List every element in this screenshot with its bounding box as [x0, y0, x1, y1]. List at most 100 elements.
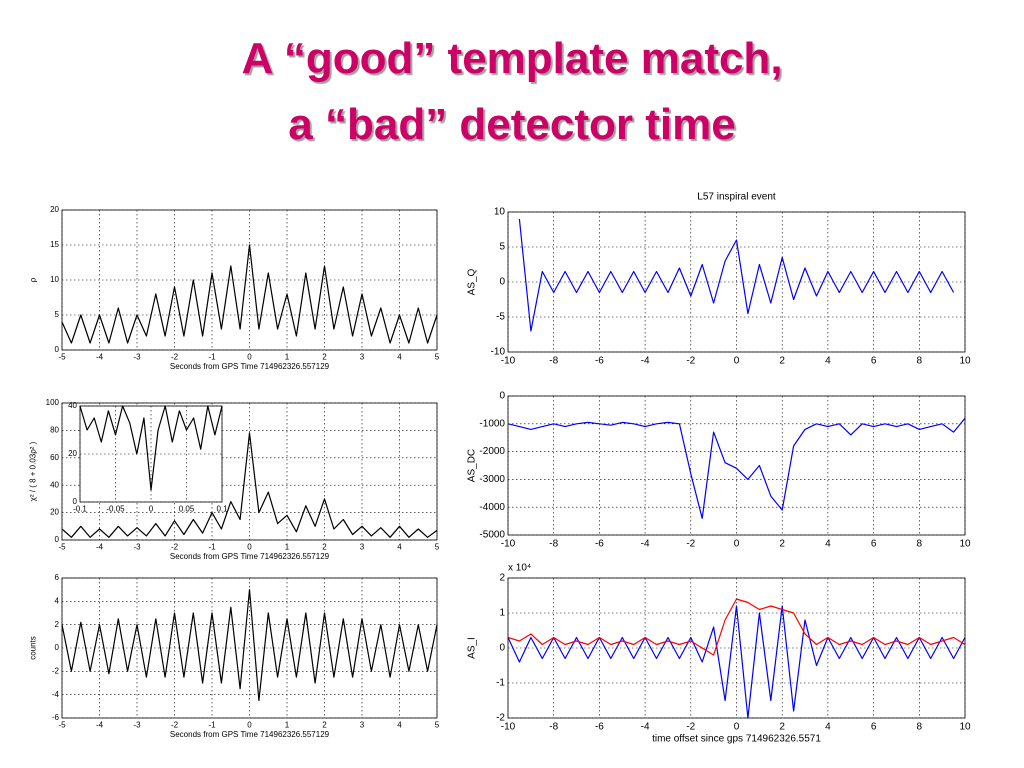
- x-tick-label: 3: [360, 542, 365, 551]
- series-line: [61, 244, 438, 344]
- y-multiplier: x 10⁴: [508, 563, 531, 574]
- x-tick-label: 0: [734, 356, 740, 367]
- y-tick-label: -4000: [479, 502, 505, 513]
- x-tick-label: -3: [133, 352, 141, 361]
- y-tick-label: -5000: [479, 530, 505, 541]
- x-tick-label: 5: [435, 352, 440, 361]
- y-tick-label: 40: [50, 480, 59, 489]
- series-line: [507, 598, 966, 656]
- x-tick-label: 8: [917, 539, 923, 550]
- axes-frame: [61, 209, 438, 351]
- x-tick-label: -2: [171, 542, 179, 551]
- y-axis-label: AS_Q: [467, 268, 478, 295]
- x-tick-label: -1: [208, 352, 216, 361]
- y-tick-label: 5: [55, 310, 60, 319]
- y-tick-label: 10: [494, 207, 506, 218]
- x-tick-label: -4: [641, 722, 650, 733]
- y-tick-label: 60: [50, 453, 59, 462]
- x-tick-label: -0.05: [106, 504, 125, 513]
- y-tick-label: 0: [499, 277, 505, 288]
- x-tick-label: 10: [959, 722, 971, 733]
- y-tick-label: 4: [55, 596, 60, 605]
- x-tick-label: 1: [285, 720, 290, 729]
- y-tick-label: 0: [73, 497, 78, 506]
- x-tick-label: -4: [641, 356, 650, 367]
- chart-title: L57 inspiral event: [697, 192, 776, 203]
- x-tick-label: -3: [133, 542, 141, 551]
- y-tick-label: 15: [50, 240, 59, 249]
- y-axis-label: ρ: [28, 277, 37, 282]
- x-axis-label: Seconds from GPS Time 714962326.557129: [170, 730, 330, 739]
- x-tick-label: -2: [171, 352, 179, 361]
- x-tick-label: -5: [58, 352, 66, 361]
- x-tick-label: -5: [58, 720, 66, 729]
- x-tick-label: 2: [779, 539, 785, 550]
- x-tick-label: 0: [734, 539, 740, 550]
- axes-frame: [61, 577, 438, 719]
- y-tick-label: 40: [68, 401, 77, 410]
- axes-frame: [507, 211, 966, 353]
- x-tick-label: -2: [686, 356, 695, 367]
- x-tick-label: -4: [96, 352, 104, 361]
- x-tick-label: 2: [779, 356, 785, 367]
- y-tick-label: 20: [68, 449, 77, 458]
- x-tick-label: 2: [779, 722, 785, 733]
- x-tick-label: -2: [686, 539, 695, 550]
- x-tick-label: -8: [549, 722, 558, 733]
- y-tick-label: -10: [491, 347, 506, 358]
- y-tick-label: 0: [55, 643, 60, 652]
- x-tick-label: -10: [501, 722, 516, 733]
- slide-title: a “bad” detector time: [288, 100, 736, 149]
- x-tick-label: 4: [825, 539, 831, 550]
- x-tick-label: 2: [322, 542, 327, 551]
- y-axis-label: AS_DC: [467, 449, 478, 482]
- axes-frame: [79, 405, 223, 503]
- y-tick-label: 2: [499, 573, 505, 584]
- x-tick-label: 6: [871, 539, 877, 550]
- series-line: [61, 589, 438, 702]
- x-axis-label: Seconds from GPS Time 714962326.557129: [170, 362, 330, 371]
- series-line: [79, 405, 223, 491]
- x-tick-label: -8: [549, 539, 558, 550]
- y-tick-label: -1: [496, 678, 505, 689]
- x-tick-label: 2: [322, 352, 327, 361]
- x-tick-label: 0.1: [216, 504, 228, 513]
- x-tick-label: -6: [595, 539, 604, 550]
- x-tick-label: 8: [917, 356, 923, 367]
- slide-title: A “good” template match,: [241, 34, 783, 83]
- x-tick-label: 5: [435, 542, 440, 551]
- y-tick-label: 1: [499, 608, 505, 619]
- series-line: [507, 417, 966, 519]
- y-tick-label: 0: [499, 643, 505, 654]
- x-tick-label: -2: [686, 722, 695, 733]
- x-tick-label: 6: [871, 356, 877, 367]
- y-tick-label: 5: [499, 242, 505, 253]
- y-tick-label: 20: [50, 508, 59, 517]
- y-tick-label: -2000: [479, 446, 505, 457]
- y-tick-label: -4: [52, 690, 60, 699]
- x-tick-label: 0.05: [179, 504, 195, 513]
- series-line: [518, 218, 955, 332]
- axes-frame: [507, 395, 966, 536]
- x-tick-label: -2: [171, 720, 179, 729]
- x-tick-label: 3: [360, 720, 365, 729]
- y-tick-label: 0: [499, 391, 505, 402]
- y-tick-label: -2: [52, 666, 60, 675]
- y-tick-label: 10: [50, 275, 59, 284]
- y-tick-label: -1000: [479, 418, 505, 429]
- series-line: [61, 432, 438, 538]
- x-tick-label: 5: [435, 720, 440, 729]
- x-tick-label: -10: [501, 356, 516, 367]
- y-axis-label: χ² / ( 8 + 0.03ρ² ): [28, 441, 37, 501]
- x-axis-label: Seconds from GPS Time 714962326.557129: [170, 552, 330, 561]
- y-tick-label: 100: [46, 398, 60, 407]
- x-tick-label: 8: [917, 722, 923, 733]
- x-axis-label: time offset since gps 714962326.5571: [652, 734, 821, 745]
- x-tick-label: 3: [360, 352, 365, 361]
- x-tick-label: 10: [959, 539, 971, 550]
- y-tick-label: 0: [55, 345, 60, 354]
- x-tick-label: -10: [501, 539, 516, 550]
- x-tick-label: -5: [58, 542, 66, 551]
- y-tick-label: 20: [50, 205, 59, 214]
